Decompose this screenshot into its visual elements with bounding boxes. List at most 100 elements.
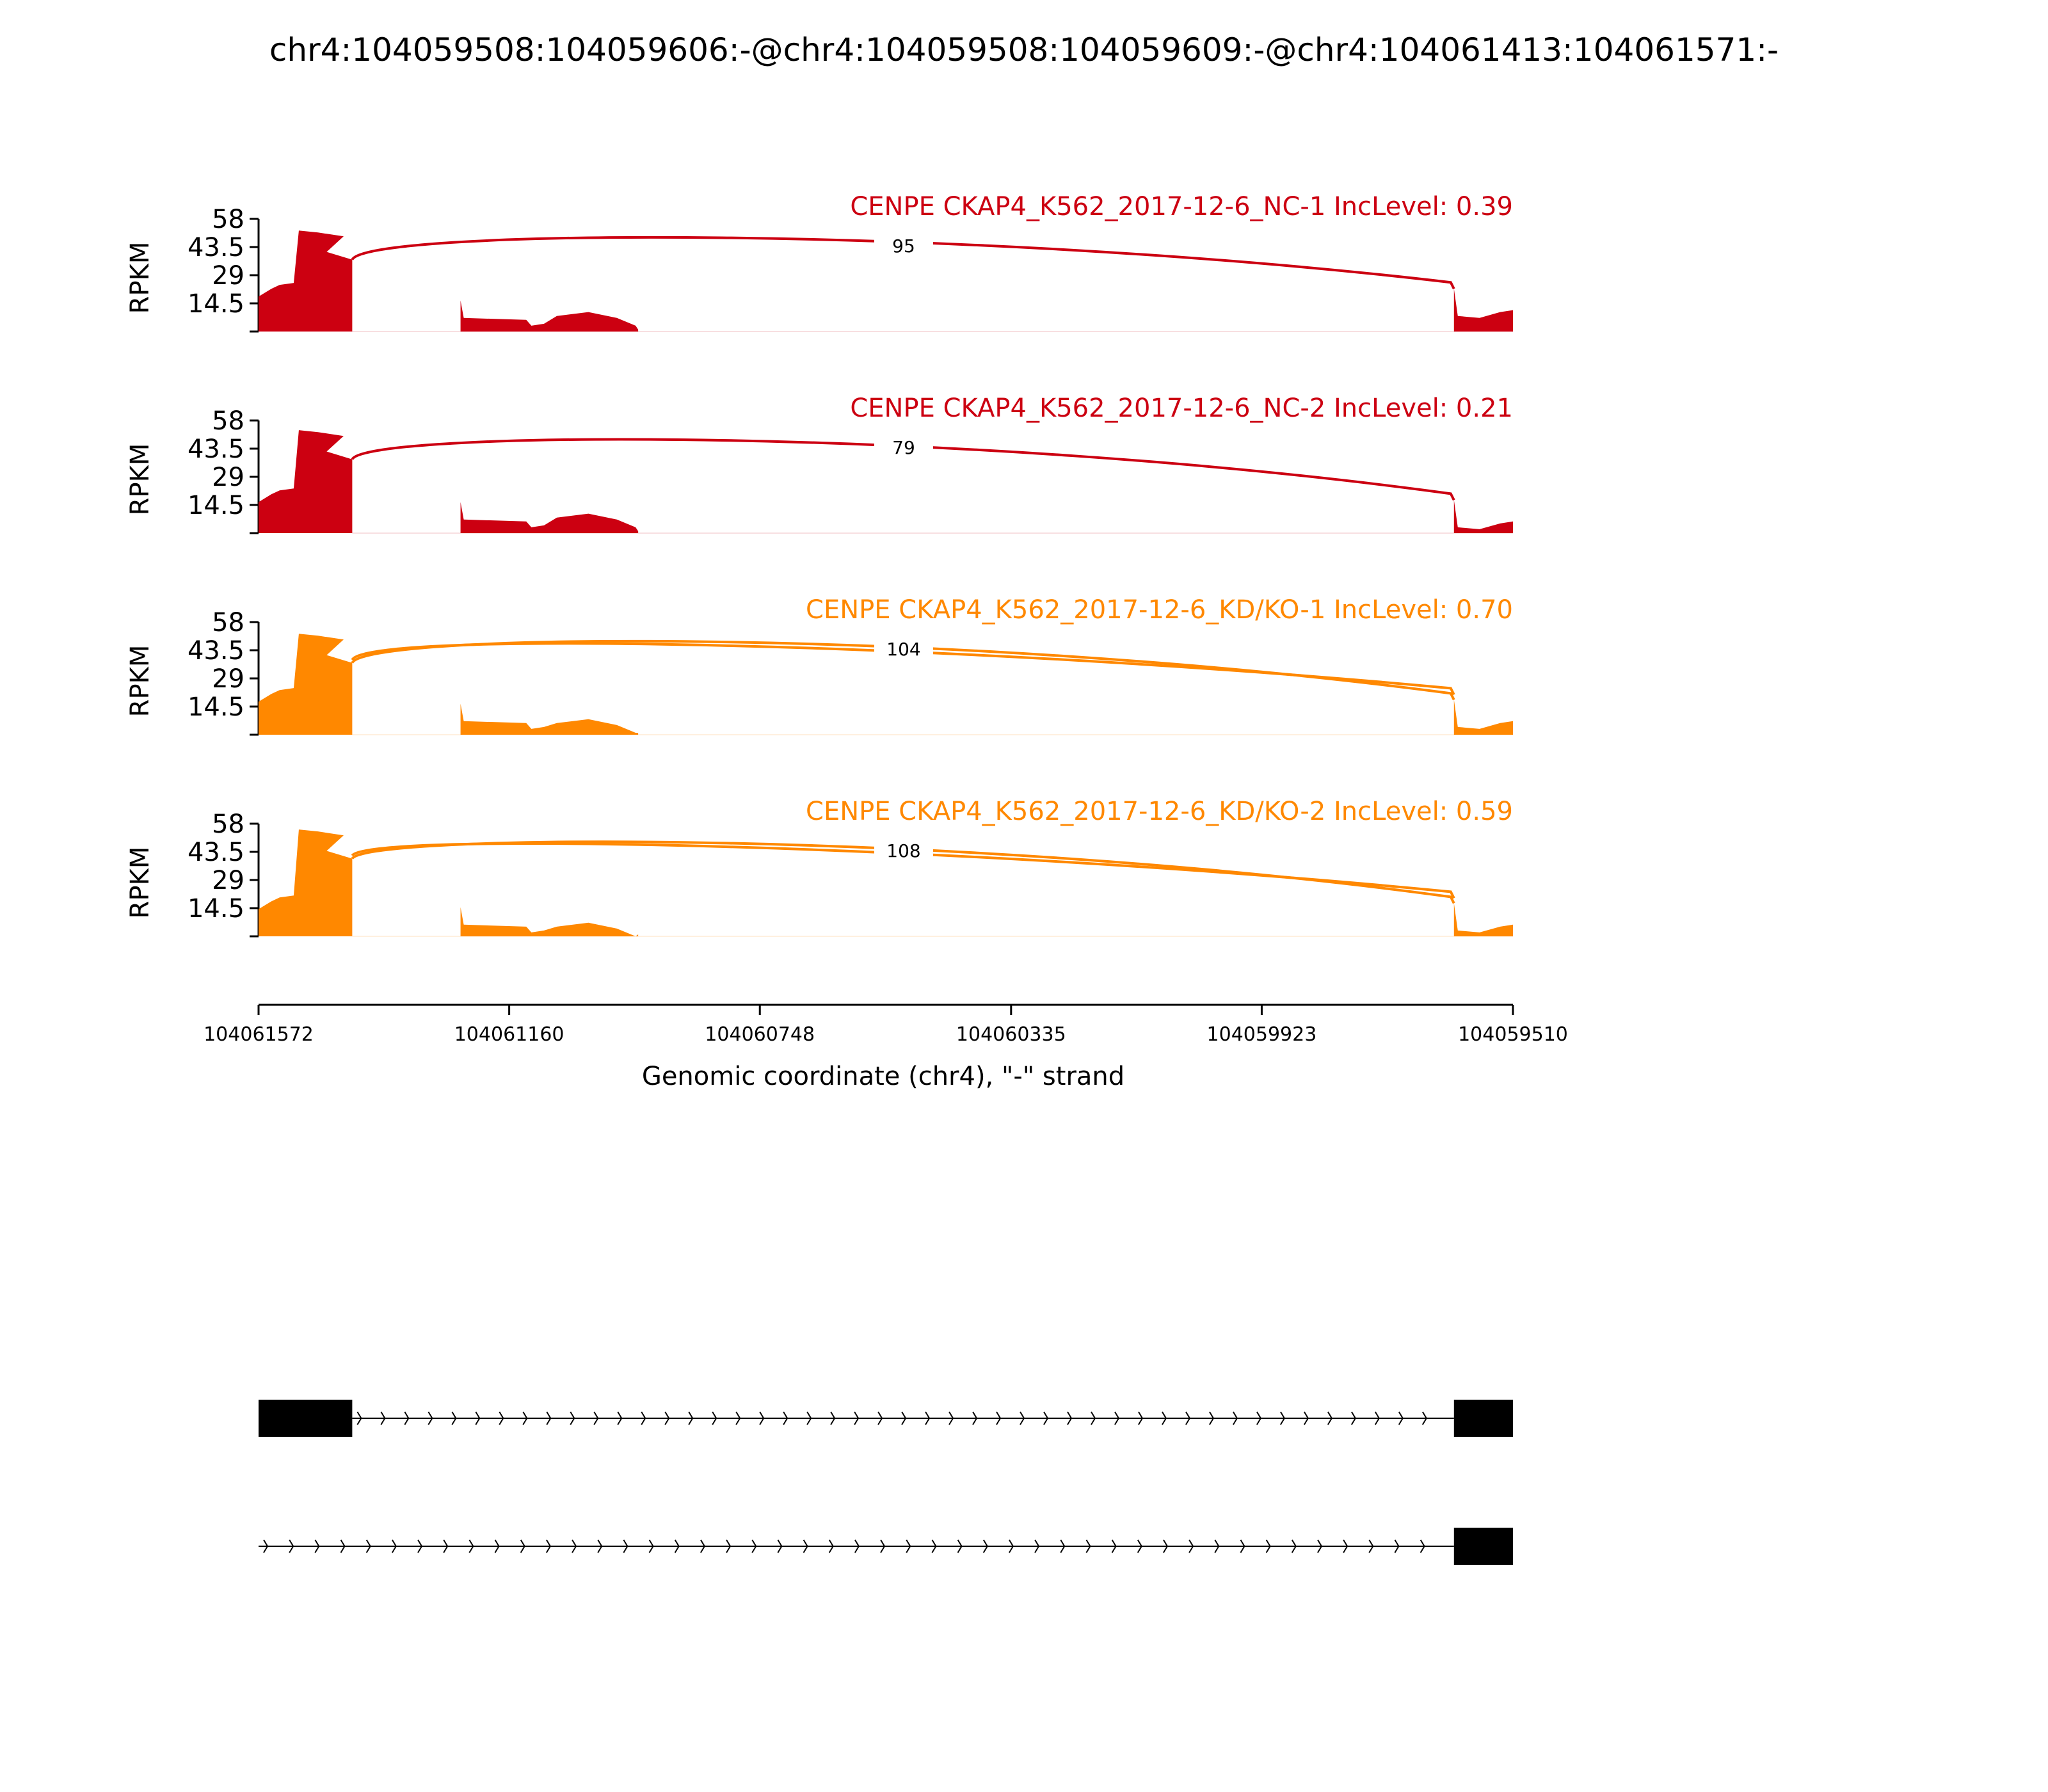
strand-chevron [1209,1411,1215,1425]
strand-chevron [925,1411,931,1425]
y-tick-label: 29 [212,664,244,694]
strand-chevron [735,1411,741,1425]
x-axis: 104061572 104061160 104060748 104060335 1040… [204,1004,1568,1046]
strand-chevron [996,1411,1002,1425]
strand-chevron [1304,1411,1309,1425]
strand-chevron [428,1411,433,1425]
strand-chevron [854,1539,860,1553]
strand-chevron [289,1539,294,1553]
y-tick-label: 58 [212,205,244,234]
y-tick-label: 14.5 [188,491,244,520]
strand-chevron [1317,1539,1323,1553]
strand-chevron [1163,1539,1169,1553]
x-tick-label: 104060748 [705,1023,815,1046]
strand-chevron [1162,1411,1167,1425]
strand-chevron [880,1539,886,1553]
junction-count-box [874,236,933,257]
strand-chevron [1291,1539,1297,1553]
coverage-downstream-exon [1453,700,1513,735]
strand-chevron [617,1411,623,1425]
strand-chevron [1111,1539,1117,1553]
coverage-upstream-exon [259,634,353,735]
strand-chevron [340,1539,346,1553]
strand-chevron [1009,1539,1014,1553]
junction-count-label: 95 [892,236,915,257]
strand-chevron [1185,1411,1191,1425]
coverage-downstream-exon [1453,903,1513,936]
strand-chevron [1233,1411,1238,1425]
y-tick-label: 29 [212,866,244,895]
strand-chevron [365,1539,371,1553]
junction-count-label: 108 [886,840,920,861]
strand-chevron [1343,1539,1348,1553]
strand-chevron [314,1539,320,1553]
strand-chevron [1214,1539,1220,1553]
strand-chevron [263,1539,269,1553]
strand-chevron [901,1411,907,1425]
strand-chevron [380,1411,386,1425]
x-tick-label: 104060335 [956,1023,1066,1046]
y-tick-label: 43.5 [188,233,244,262]
sample-label: CENPE CKAP4_K562_2017-12-6_NC-1 IncLevel… [850,192,1513,221]
strand-chevron [597,1539,603,1553]
strand-chevron [806,1411,812,1425]
strand-chevron [1138,1411,1144,1425]
strand-chevron [674,1539,680,1553]
y-tick-label: 58 [212,608,244,637]
strand-chevron [726,1539,732,1553]
junction-arc-1 [351,236,1455,290]
junction-count-box [874,840,933,862]
x-tick-label: 104059923 [1207,1023,1317,1046]
strand-chevron [877,1411,883,1425]
isoform-1 [259,1400,1513,1437]
y-tick-label: 43.5 [188,435,244,464]
strand-chevron [906,1539,911,1553]
strand-chevron [1265,1539,1271,1553]
junction-count-label: 104 [886,639,920,660]
junction-count-box [874,639,933,660]
strand-chevron [1398,1411,1404,1425]
strand-chevron [1327,1411,1333,1425]
strand-chevron [404,1411,410,1425]
strand-chevron [648,1539,654,1553]
strand-chevron [546,1539,552,1553]
strand-chevron [759,1411,765,1425]
y-tick-label: 58 [212,810,244,839]
strand-chevron [751,1539,757,1553]
strand-chevron [700,1539,706,1553]
strand-chevron [475,1411,481,1425]
strand-chevron [1350,1411,1357,1425]
strand-chevron [417,1539,423,1553]
strand-chevron [593,1411,599,1425]
x-tick-label: 104061572 [204,1023,314,1046]
strand-chevron [546,1411,552,1425]
strand-chevron [391,1539,397,1553]
y-tick-label: 29 [212,261,244,291]
strand-chevron [451,1411,457,1425]
junction-arc-1 [351,438,1455,501]
strand-chevron [641,1411,646,1425]
strand-chevron [1368,1539,1374,1553]
strand-chevron [522,1411,528,1425]
coverage-middle-exon [460,502,639,533]
sample-label: CENPE CKAP4_K562_2017-12-6_NC-2 IncLevel… [850,394,1513,423]
x-axis-label: Genomic coordinate (chr4), "-" strand [642,1062,1124,1091]
junction-arc-2 [351,842,1455,899]
strand-chevron [520,1539,525,1553]
strand-chevron [803,1539,808,1553]
coverage-middle-exon [460,300,639,332]
sample-label: CENPE CKAP4_K562_2017-12-6_KD/KO-2 IncLe… [806,797,1513,826]
strand-chevron [664,1411,670,1425]
coverage-middle-exon [460,703,639,735]
isoform-track [259,1400,1513,1565]
strand-chevron [972,1411,978,1425]
junction-arc-2 [351,642,1455,696]
strand-chevron [830,1411,836,1425]
strand-chevron [443,1539,449,1553]
